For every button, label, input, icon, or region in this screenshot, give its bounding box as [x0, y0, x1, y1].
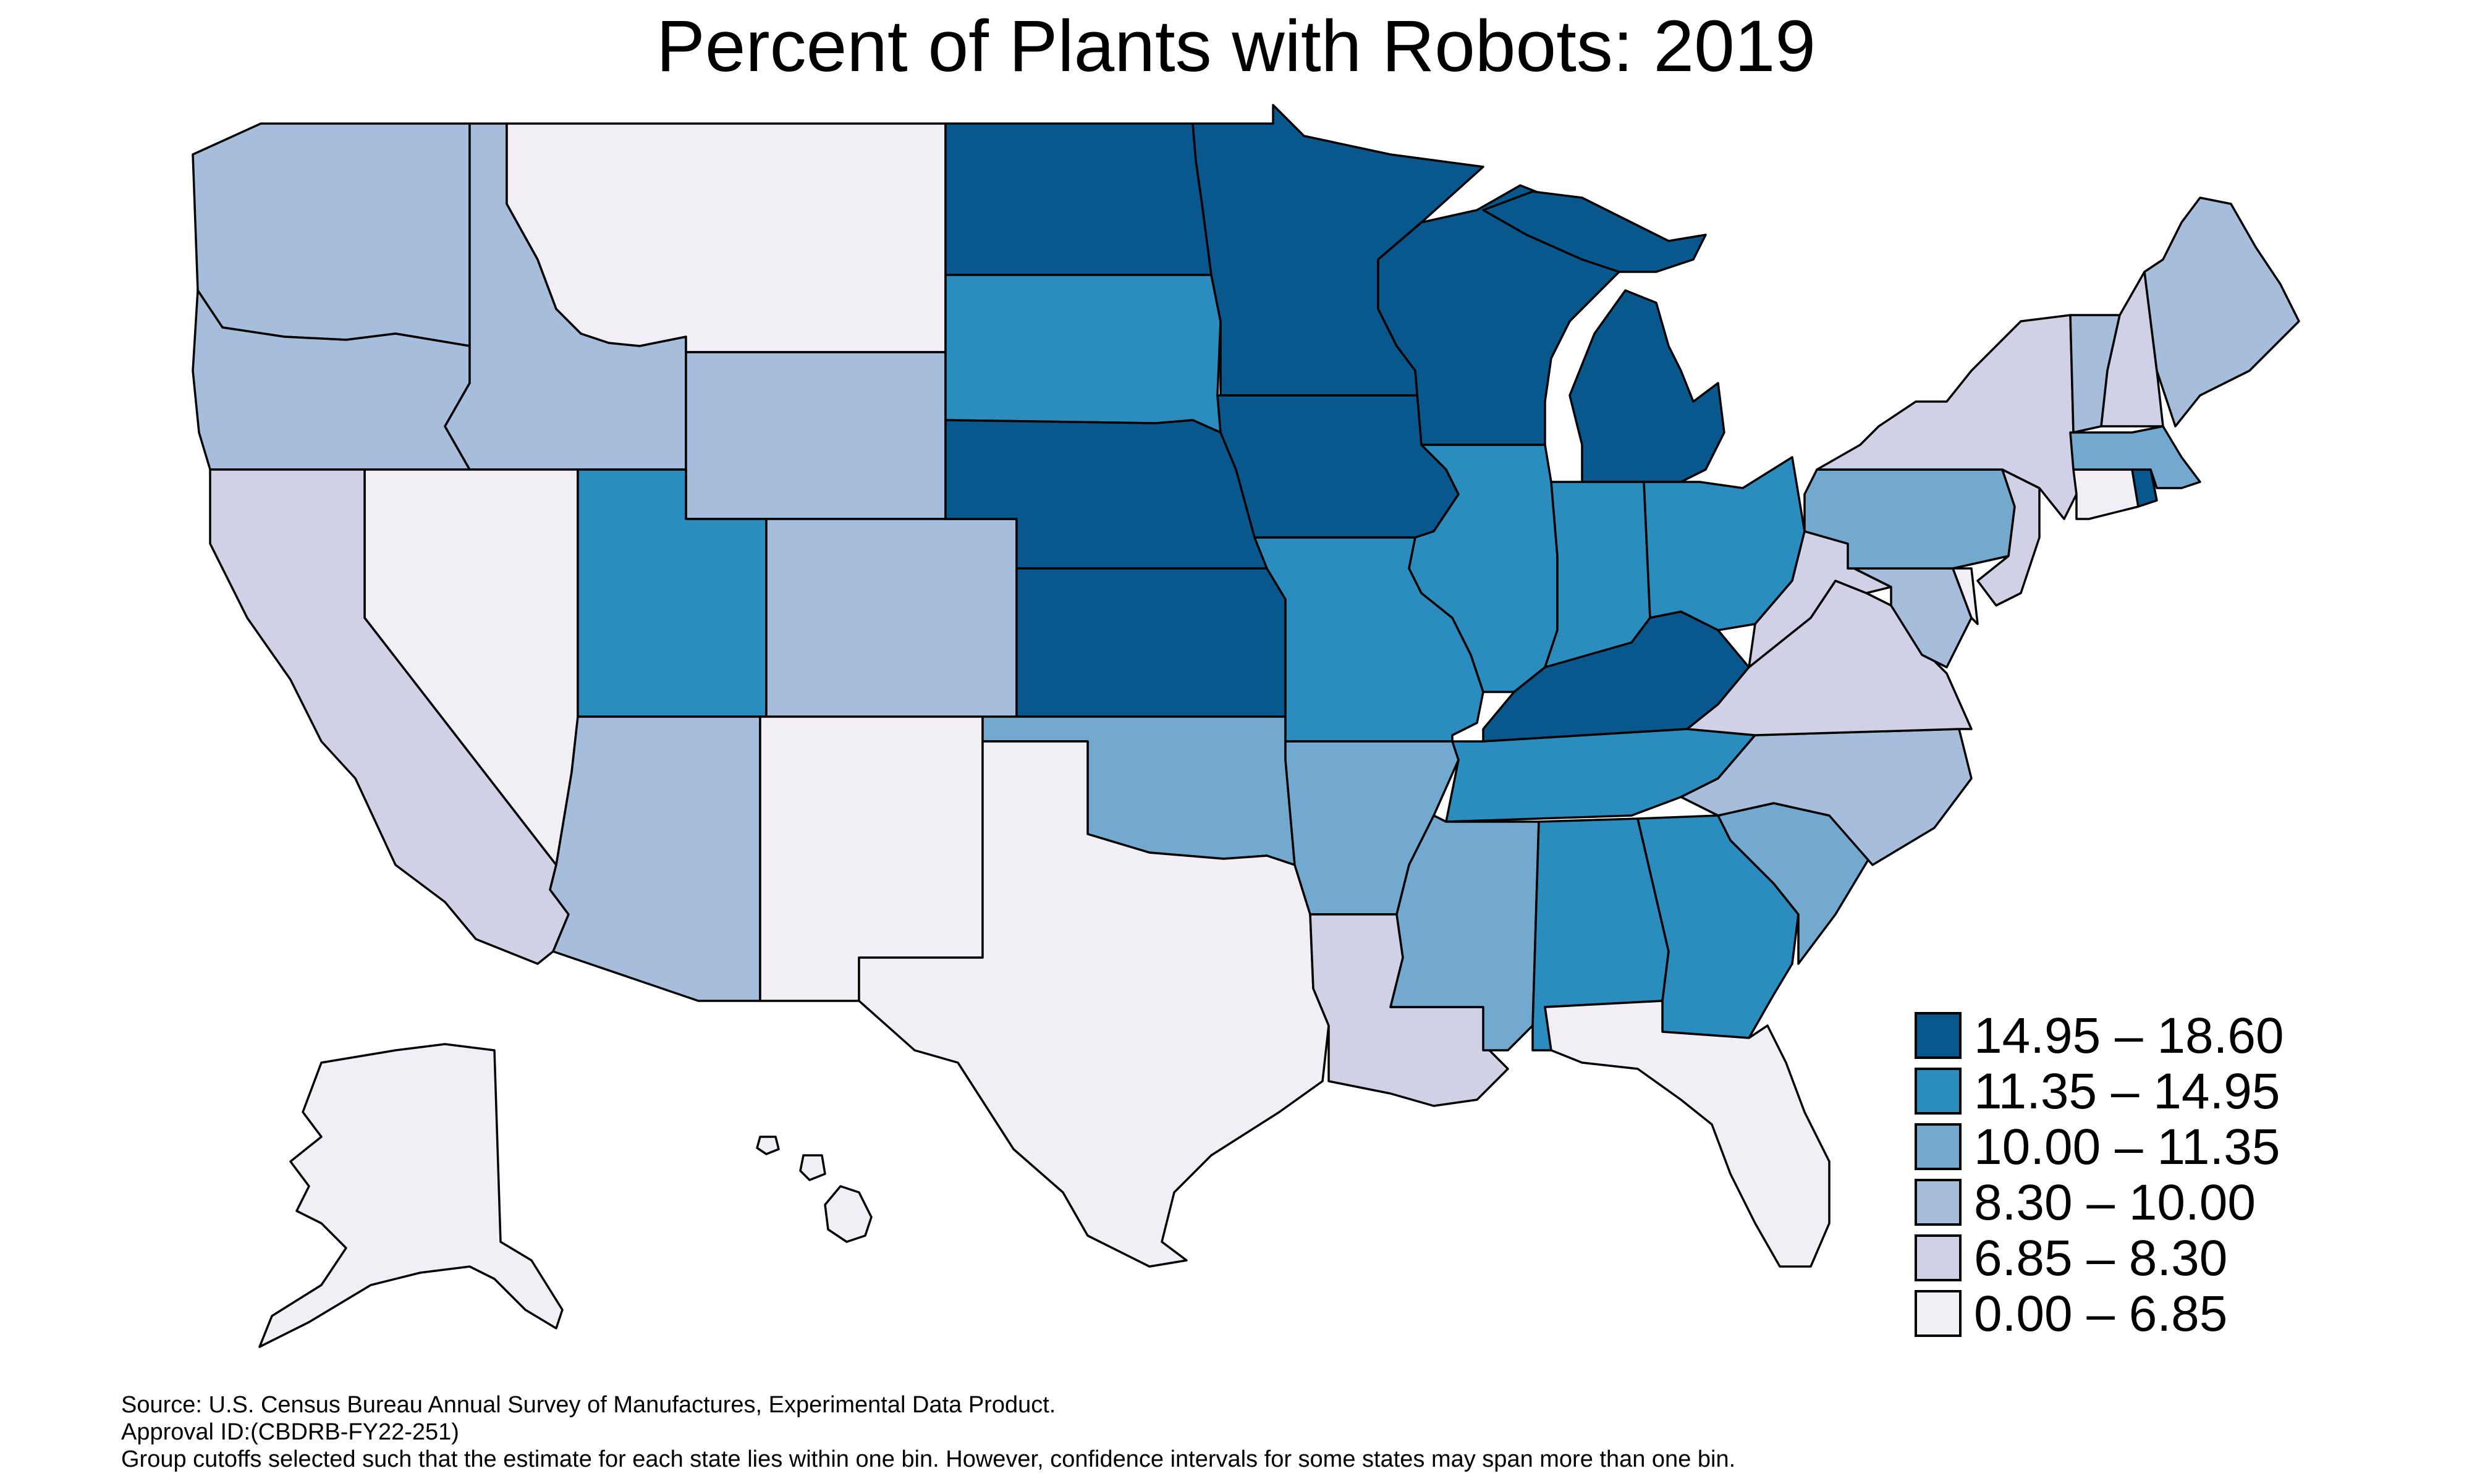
state-me[interactable]	[2143, 196, 2300, 428]
legend-swatch	[1915, 1290, 1962, 1337]
state-ny[interactable]	[1816, 314, 2078, 520]
state-wa[interactable]	[192, 122, 471, 347]
state-nc[interactable]	[1680, 728, 1973, 866]
source-note: Source: U.S. Census Bureau Annual Survey…	[121, 1392, 1056, 1418]
notes: Source: U.S. Census Bureau Annual Survey…	[121, 1391, 2445, 1473]
state-co[interactable]	[765, 518, 1018, 718]
state-mt[interactable]	[506, 122, 947, 353]
state-hi[interactable]	[824, 1185, 873, 1243]
state-tx[interactable]	[858, 740, 1330, 1268]
cutoffs-note: Group cutoffs selected such that the est…	[121, 1446, 1736, 1472]
state-ak[interactable]	[258, 1043, 564, 1348]
legend-swatch	[1915, 1068, 1962, 1115]
state-ma[interactable]	[2069, 425, 2201, 489]
state-de[interactable]	[1952, 567, 1979, 625]
state-nd[interactable]	[944, 122, 1213, 276]
legend-swatch	[1915, 1012, 1962, 1059]
legend-label: 14.95 – 18.60	[1974, 1008, 2284, 1064]
legend-label: 6.85 – 8.30	[1974, 1230, 2227, 1286]
state-nj[interactable]	[1976, 468, 2041, 607]
state-ct[interactable]	[2072, 468, 2140, 520]
state-ca[interactable]	[209, 468, 570, 965]
approval-note: Approval ID:(CBDRB-FY22-251)	[121, 1419, 459, 1445]
state-mi[interactable]	[1568, 289, 1725, 483]
legend-label: 8.30 – 10.00	[1974, 1174, 2256, 1231]
state-mi-upper[interactable]	[1482, 190, 1707, 273]
legend-swatch	[1915, 1179, 1962, 1226]
legend-label: 10.00 – 11.35	[1974, 1119, 2280, 1175]
state-hi-maui[interactable]	[799, 1154, 826, 1181]
legend-swatch	[1915, 1123, 1962, 1170]
state-ks[interactable]	[1015, 567, 1287, 718]
state-sd[interactable]	[944, 274, 1222, 434]
state-az[interactable]	[549, 715, 761, 1002]
state-hi-oahu[interactable]	[756, 1136, 780, 1155]
legend-label: 11.35 – 14.95	[1974, 1063, 2280, 1119]
states-layer	[192, 104, 2300, 1348]
state-wy[interactable]	[685, 351, 947, 520]
legend-label: 0.00 – 6.85	[1974, 1286, 2227, 1342]
map-title: Percent of Plants with Robots: 2019	[656, 6, 1816, 87]
legend-swatch	[1915, 1234, 1962, 1281]
state-fl[interactable]	[1544, 1000, 1831, 1268]
